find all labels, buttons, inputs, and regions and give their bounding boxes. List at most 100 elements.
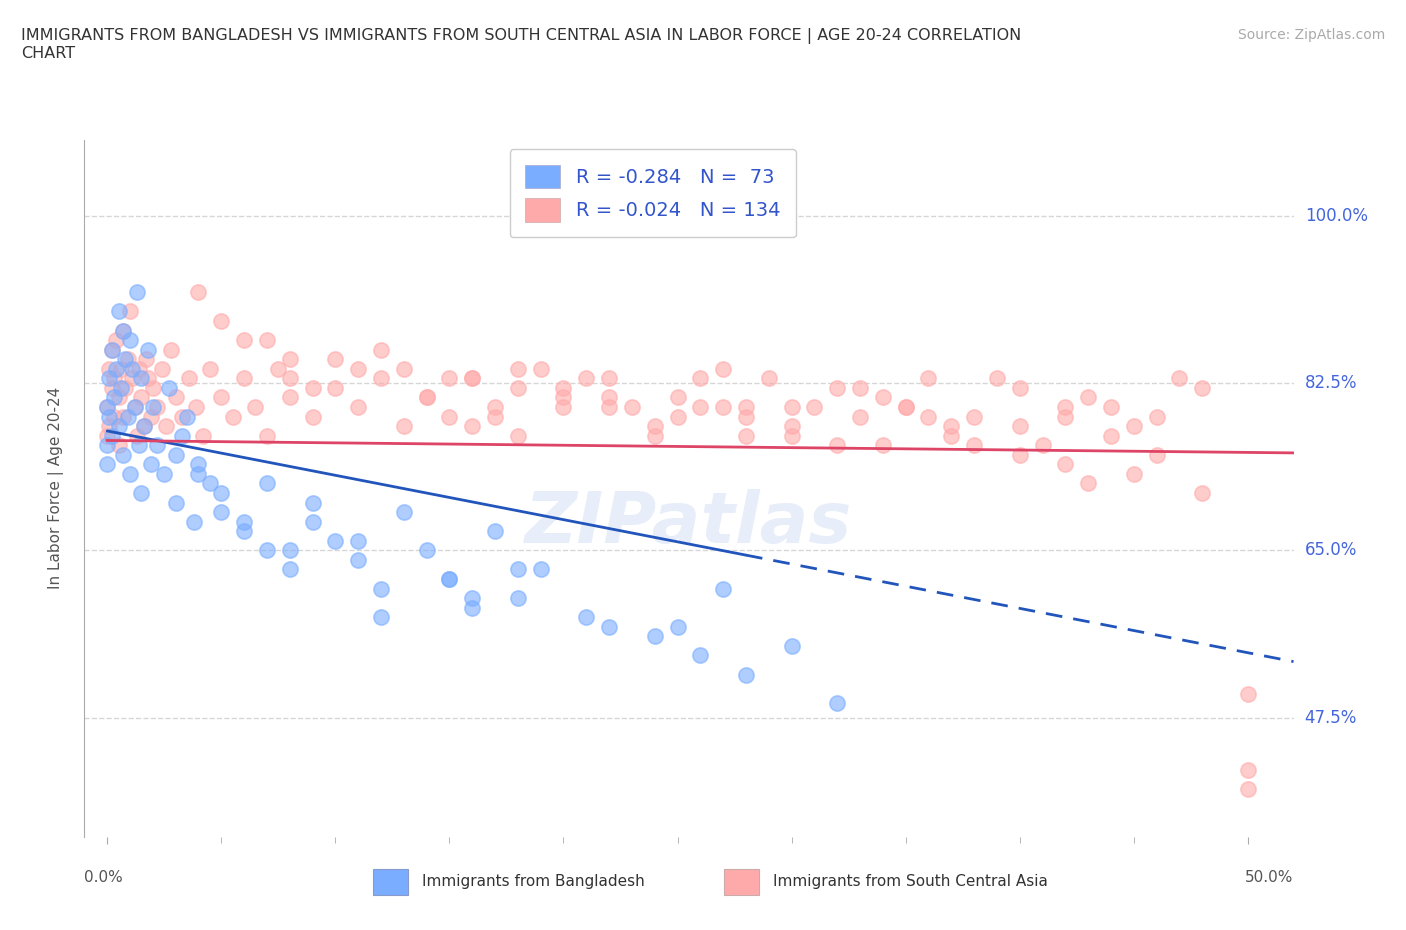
Point [100, 380, 122, 395]
Point [165, 447, 187, 462]
Point [461, 371, 484, 386]
Point [825, 438, 848, 453]
Point [118, 333, 141, 348]
Point [780, 428, 803, 443]
Point [689, 371, 711, 386]
Point [136, 371, 159, 386]
Text: 82.5%: 82.5% [1305, 374, 1357, 392]
Point [415, 543, 437, 558]
Point [780, 639, 803, 654]
Point [392, 505, 415, 520]
Point [103, 390, 125, 405]
Point [1054, 400, 1077, 415]
Point [112, 323, 135, 338]
Point [131, 390, 153, 405]
Point [484, 400, 506, 415]
Point [278, 371, 301, 386]
Point [553, 390, 575, 405]
Point [986, 371, 1008, 386]
Point [142, 400, 165, 415]
Point [96, 400, 118, 415]
Point [484, 409, 506, 424]
Point [1237, 686, 1260, 701]
Y-axis label: In Labor Force | Age 20-24: In Labor Force | Age 20-24 [48, 387, 63, 590]
Point [735, 400, 758, 415]
Point [1008, 380, 1031, 395]
Point [105, 362, 128, 377]
Point [1168, 371, 1191, 386]
Point [506, 428, 529, 443]
Point [849, 409, 872, 424]
Point [150, 362, 173, 377]
Point [233, 371, 256, 386]
Point [233, 514, 256, 529]
Point [1077, 476, 1099, 491]
Point [323, 352, 346, 366]
Point [107, 390, 129, 405]
Point [370, 610, 392, 625]
Point [124, 400, 146, 415]
Point [894, 400, 917, 415]
Point [139, 409, 162, 424]
Point [125, 428, 148, 443]
Point [963, 438, 986, 453]
Text: Immigrants from South Central Asia: Immigrants from South Central Asia [773, 874, 1049, 889]
Point [100, 428, 122, 443]
Point [124, 400, 146, 415]
Point [301, 380, 323, 395]
Point [98, 362, 121, 377]
Point [1122, 418, 1144, 433]
Point [301, 514, 323, 529]
Point [183, 514, 205, 529]
Point [139, 457, 162, 472]
Point [187, 457, 209, 472]
Point [506, 591, 529, 605]
Point [849, 380, 872, 395]
Point [153, 467, 176, 482]
Point [114, 380, 136, 395]
Point [103, 371, 125, 386]
Point [107, 304, 129, 319]
Point [96, 428, 118, 443]
Point [146, 438, 169, 453]
Point [107, 418, 129, 433]
Point [598, 400, 620, 415]
Point [392, 418, 415, 433]
Point [1146, 409, 1168, 424]
Point [415, 390, 437, 405]
Point [644, 418, 666, 433]
Point [711, 581, 734, 596]
Point [125, 285, 148, 299]
Point [1032, 438, 1054, 453]
Point [461, 371, 484, 386]
Point [301, 409, 323, 424]
Point [439, 371, 461, 386]
Point [245, 400, 267, 415]
Point [598, 390, 620, 405]
Point [530, 562, 553, 577]
Point [1099, 400, 1122, 415]
Point [506, 562, 529, 577]
Point [439, 409, 461, 424]
Point [370, 581, 392, 596]
Point [620, 400, 643, 415]
Point [198, 476, 221, 491]
Point [146, 400, 169, 415]
Point [132, 418, 155, 433]
Point [917, 371, 939, 386]
Point [666, 619, 689, 634]
Point [278, 543, 301, 558]
Point [114, 352, 136, 366]
Point [107, 438, 129, 453]
Point [347, 362, 370, 377]
Point [103, 409, 125, 424]
Text: 50.0%: 50.0% [1246, 870, 1294, 884]
Point [1191, 485, 1213, 500]
Point [256, 333, 278, 348]
Point [172, 428, 194, 443]
Text: Source: ZipAtlas.com: Source: ZipAtlas.com [1237, 28, 1385, 42]
Point [131, 371, 153, 386]
Point [666, 409, 689, 424]
Point [142, 380, 165, 395]
Point [370, 342, 392, 357]
